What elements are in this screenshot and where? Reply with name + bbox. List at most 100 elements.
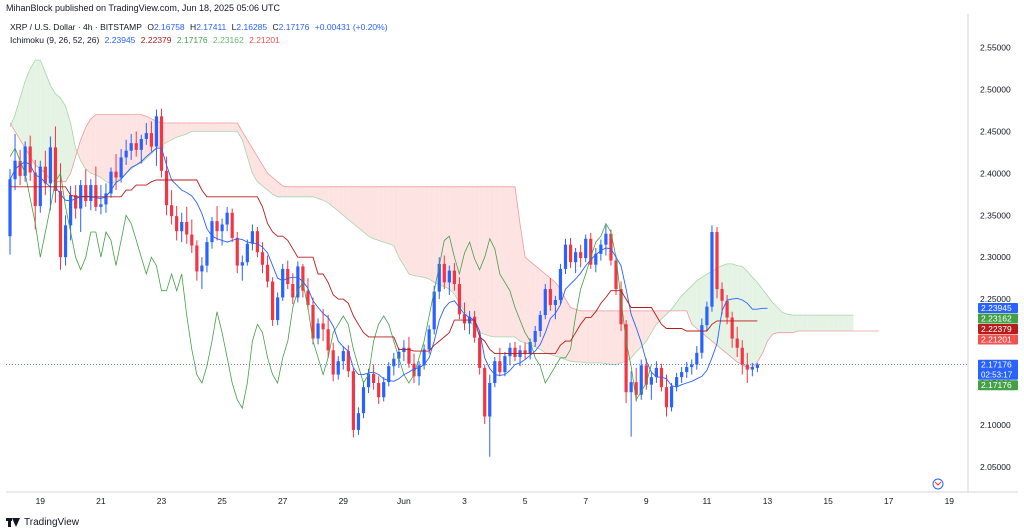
cloud-segment — [610, 310, 616, 365]
cloud-segment — [429, 186, 435, 283]
candle-body — [33, 172, 37, 207]
cloud-segment — [792, 315, 798, 333]
candle-body — [493, 361, 497, 383]
candle-body — [579, 252, 583, 259]
candle-body — [614, 260, 618, 290]
cloud-segment — [424, 186, 430, 279]
cloud-segment — [742, 266, 748, 368]
candle-body — [664, 387, 669, 408]
candle-body — [740, 347, 744, 365]
price-axis-label: 2.21201 — [981, 334, 1012, 344]
candle-body — [326, 329, 330, 351]
time-tick-label: 19 — [36, 496, 46, 506]
price-axis-label-box — [978, 302, 1018, 313]
price-tick-label: 2.35000 — [980, 210, 1011, 220]
cloud-segment — [686, 285, 692, 325]
cloud-segment — [25, 68, 31, 157]
cloud-segment — [439, 186, 445, 287]
candle-body — [215, 221, 219, 232]
realtime-arrow-icon — [934, 481, 942, 486]
time-tick-label: 23 — [157, 496, 167, 506]
candle-body — [346, 351, 350, 372]
cloud-segment — [20, 81, 26, 149]
candle-body — [43, 166, 47, 184]
candle-body — [63, 225, 68, 258]
candle-body — [745, 364, 749, 370]
price-tick-label: 2.05000 — [980, 462, 1011, 472]
price-tick-label: 2.40000 — [980, 168, 1011, 178]
cloud-segment — [368, 186, 374, 239]
cloud-segment — [100, 114, 106, 182]
cloud-segment — [363, 186, 369, 237]
candle-body — [230, 212, 234, 238]
time-tick-label: 29 — [339, 496, 349, 506]
cloud-segment — [105, 114, 111, 184]
candle-body — [553, 299, 557, 305]
cloud-segment — [515, 186, 521, 342]
candle-body — [361, 387, 366, 414]
cloud-segment — [373, 186, 379, 241]
cloud-segment — [186, 123, 192, 134]
cloud-segment — [484, 186, 490, 337]
cloud-segment — [600, 310, 606, 364]
cloud-segment — [520, 223, 526, 343]
cloud-segment — [408, 186, 414, 276]
candle-body — [755, 364, 759, 368]
candle-body — [170, 205, 174, 217]
cloud-segment — [843, 315, 849, 331]
candle-body — [225, 212, 229, 225]
candle-body — [387, 366, 391, 383]
tradingview-brand: TradingView — [24, 517, 80, 528]
cloud-segment — [292, 186, 298, 197]
cloud-segment — [823, 315, 829, 331]
ichimoku-span-b-value: 2.21201 — [249, 35, 280, 45]
cloud-segment — [40, 60, 46, 174]
ichimoku-base-value: 2.22379 — [140, 35, 172, 45]
candle-body — [483, 367, 487, 417]
conversion-line — [9, 147, 768, 388]
cloud-segment — [252, 148, 258, 182]
candle-body — [634, 382, 638, 395]
candle-body — [715, 232, 719, 290]
candle-body — [94, 185, 98, 207]
cloud-segment — [277, 181, 283, 197]
cloud-segment — [605, 310, 611, 365]
ichimoku-legend[interactable]: Ichimoku (9, 26, 52, 26) 2.23945 2.22379… — [10, 35, 283, 45]
cloud-segment — [696, 277, 702, 333]
candle-body — [195, 245, 199, 272]
time-tick-label: 27 — [278, 496, 288, 506]
cloud-segment — [419, 186, 425, 278]
candle-body — [538, 315, 542, 331]
cloud-segment — [297, 186, 303, 197]
candle-body — [619, 289, 623, 325]
ichimoku-label: Ichimoku (9, 26, 52, 26) — [10, 35, 100, 45]
candle-body — [488, 382, 492, 417]
candle-body — [69, 195, 73, 226]
tradingview-logo[interactable]: TradingView — [6, 517, 79, 528]
time-tick-label: 9 — [644, 496, 649, 506]
countdown-label: 02:53:17 — [981, 371, 1013, 380]
candle-body — [513, 347, 517, 357]
time-tick-label: 11 — [702, 496, 711, 506]
cloud-segment — [313, 186, 319, 199]
candle-body — [528, 341, 532, 354]
price-tick-label: 2.10000 — [980, 420, 1011, 430]
candle-body — [730, 317, 734, 339]
realtime-button-icon — [932, 478, 944, 490]
candle-body — [159, 116, 164, 171]
candle-body — [271, 281, 275, 321]
cloud-segment — [30, 60, 36, 165]
cloud-segment — [136, 114, 142, 165]
cloud-segment — [111, 114, 117, 184]
cloud-segment — [818, 315, 824, 331]
candle-body — [624, 324, 628, 393]
ichimoku-lagging-value: 2.17176 — [176, 35, 208, 45]
time-tick-label: 19 — [945, 496, 955, 506]
candle-body — [629, 382, 633, 393]
cloud-segment — [90, 114, 96, 176]
base-line — [10, 179, 758, 355]
candle-body — [331, 350, 335, 375]
cloud-segment — [469, 186, 475, 329]
candle-body — [412, 363, 416, 377]
